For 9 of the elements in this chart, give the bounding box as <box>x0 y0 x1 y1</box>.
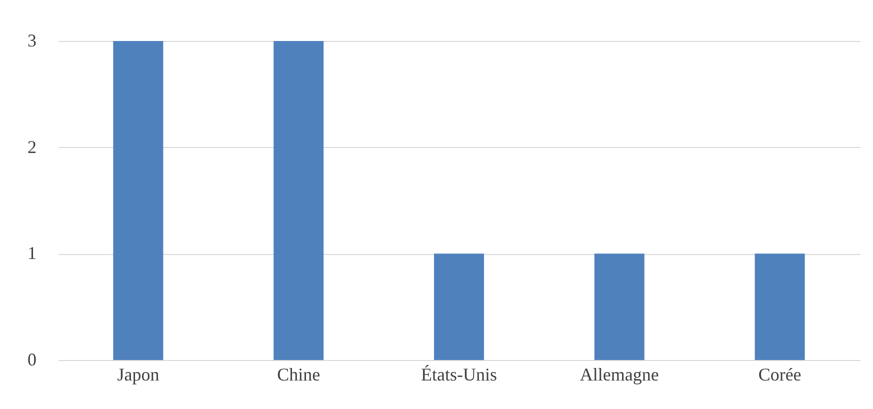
x-tick-label: Corée <box>758 364 802 384</box>
y-tick-label: 0 <box>28 350 36 370</box>
x-tick-label: Allemagne <box>580 364 659 384</box>
x-tick-label: Japon <box>117 364 160 384</box>
y-tick-label: 1 <box>28 243 36 264</box>
x-tick-label: Chine <box>277 364 320 384</box>
x-tick-label: États-Unis <box>421 364 497 384</box>
y-tick-label: 3 <box>28 30 36 50</box>
y-tick-label: 2 <box>28 136 36 157</box>
